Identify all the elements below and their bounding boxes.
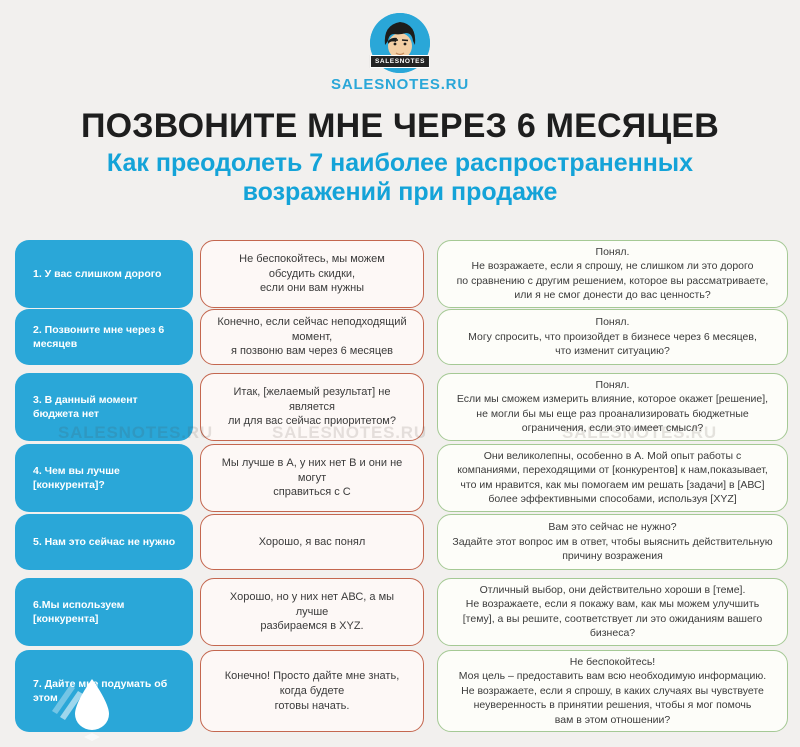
objection-button: 3. В данный момент бюджета нет xyxy=(15,373,193,441)
weak-response-box: Конечно, если сейчас неподходящий момент… xyxy=(200,309,424,365)
weak-response-box: Конечно! Просто дайте мне знать, когда б… xyxy=(200,650,424,733)
weak-response-box: Мы лучше в А, у них нет В и они не могут… xyxy=(200,444,424,512)
strong-response-box: Понял. Если мы сможем измерить влияние, … xyxy=(437,373,788,441)
table-row: 1. У вас слишком дорого Не беспокойтесь,… xyxy=(15,240,788,308)
table-row: 4. Чем вы лучше [конкурента]? Мы лучше в… xyxy=(15,444,788,512)
objection-button: 6.Мы используем [конкурента] xyxy=(15,578,193,646)
objection-button: 4. Чем вы лучше [конкурента]? xyxy=(15,444,193,512)
strong-response-box: Отличный выбор, они действительно хороши… xyxy=(437,578,788,646)
table-row: 6.Мы используем [конкурента] Хорошо, но … xyxy=(15,578,788,646)
logo-badge-label: SALESNOTES xyxy=(369,55,431,68)
strong-response-box: Понял. Могу спросить, что произойдет в б… xyxy=(437,309,788,365)
strong-response-box: Понял. Не возражаете, если я спрошу, не … xyxy=(437,240,788,308)
header: SALESNOTES SALESNOTES.RU ПОЗВОНИТЕ МНЕ Ч… xyxy=(0,13,800,206)
objection-button: 1. У вас слишком дорого xyxy=(15,240,193,308)
strong-response-box: Они великолепны, особенно в А. Мой опыт … xyxy=(437,444,788,512)
droplet-logo-icon xyxy=(42,671,122,746)
objection-button: 2. Позвоните мне через 6 месяцев xyxy=(15,309,193,365)
salesnotes-logo: SALESNOTES xyxy=(369,13,431,73)
weak-response-box: Хорошо, но у них нет АВС, а мы лучше раз… xyxy=(200,578,424,646)
table-row: 5. Нам это сейчас не нужно Хорошо, я вас… xyxy=(15,514,788,570)
weak-response-box: Итак, [желаемый результат] не является л… xyxy=(200,373,424,441)
strong-response-box: Вам это сейчас не нужно? Задайте этот во… xyxy=(437,514,788,570)
table-row: 7. Дайте мне подумать об этом Конечно! П… xyxy=(15,650,788,733)
objections-table: 1. У вас слишком дорого Не беспокойтесь,… xyxy=(15,240,788,733)
table-row: 3. В данный момент бюджета нет Итак, [же… xyxy=(15,373,788,441)
site-name: SALESNOTES.RU xyxy=(331,76,469,93)
objection-button: 5. Нам это сейчас не нужно xyxy=(15,514,193,570)
strong-response-box: Не беспокойтесь! Моя цель – предоставить… xyxy=(437,650,788,733)
page-title: ПОЗВОНИТЕ МНЕ ЧЕРЕЗ 6 МЕСЯЦЕВ xyxy=(80,107,720,145)
weak-response-box: Хорошо, я вас понял xyxy=(200,514,424,570)
page-subtitle: Как преодолеть 7 наиболее распространенн… xyxy=(106,149,694,206)
table-row: 2. Позвоните мне через 6 месяцев Конечно… xyxy=(15,309,788,365)
weak-response-box: Не беспокойтесь, мы можем обсудить скидк… xyxy=(200,240,424,308)
